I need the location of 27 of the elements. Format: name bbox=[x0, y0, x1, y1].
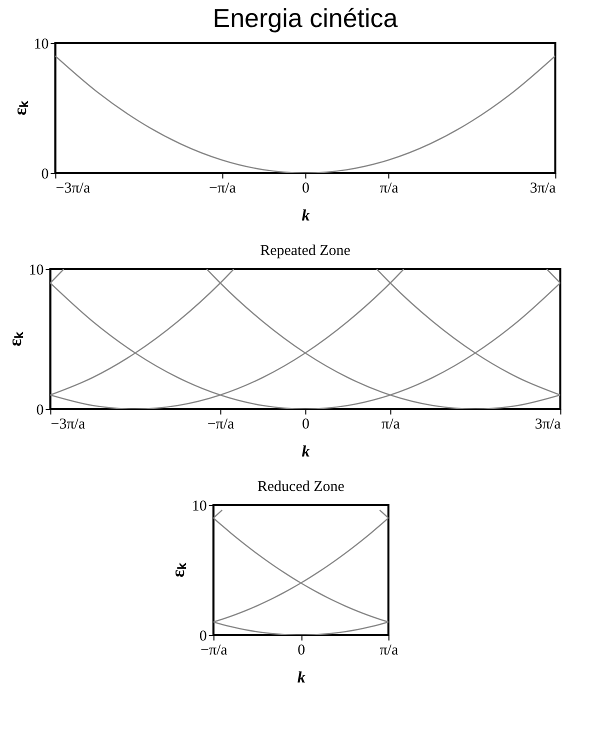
y-tick-label: 10 bbox=[34, 36, 49, 52]
x-tick-label: π/a bbox=[380, 642, 398, 658]
x-tick-label: −π/a bbox=[208, 180, 236, 196]
y-axis-title: εₖ bbox=[10, 100, 30, 116]
y-tick-label: 10 bbox=[28, 262, 44, 278]
chart-title: Repeated Zone bbox=[260, 243, 351, 259]
x-tick-label: 0 bbox=[302, 180, 310, 196]
y-tick-label: 0 bbox=[41, 166, 49, 182]
x-axis-title: k bbox=[302, 444, 310, 460]
x-tick-label: π/a bbox=[380, 180, 399, 196]
y-axis-title: εₖ bbox=[168, 562, 188, 578]
x-tick-label: π/a bbox=[382, 416, 400, 432]
x-tick-label: 0 bbox=[298, 642, 306, 658]
x-axis-title: k bbox=[297, 670, 306, 686]
x-axis-title: k bbox=[302, 208, 310, 224]
x-tick-label: −3π/a bbox=[50, 416, 86, 432]
x-tick-label: −π/a bbox=[200, 642, 228, 658]
chart-title: Energia cinética bbox=[212, 3, 398, 33]
x-tick-label: −π/a bbox=[207, 416, 235, 432]
y-tick-label: 10 bbox=[192, 498, 207, 514]
x-tick-label: 3π/a bbox=[530, 180, 556, 196]
chart-title: Reduced Zone bbox=[257, 479, 345, 495]
x-tick-label: −3π/a bbox=[56, 180, 90, 196]
y-tick-label: 0 bbox=[36, 402, 44, 418]
x-tick-label: 3π/a bbox=[534, 416, 562, 432]
x-tick-label: 0 bbox=[302, 416, 310, 432]
y-axis-title: εₖ bbox=[4, 332, 25, 346]
